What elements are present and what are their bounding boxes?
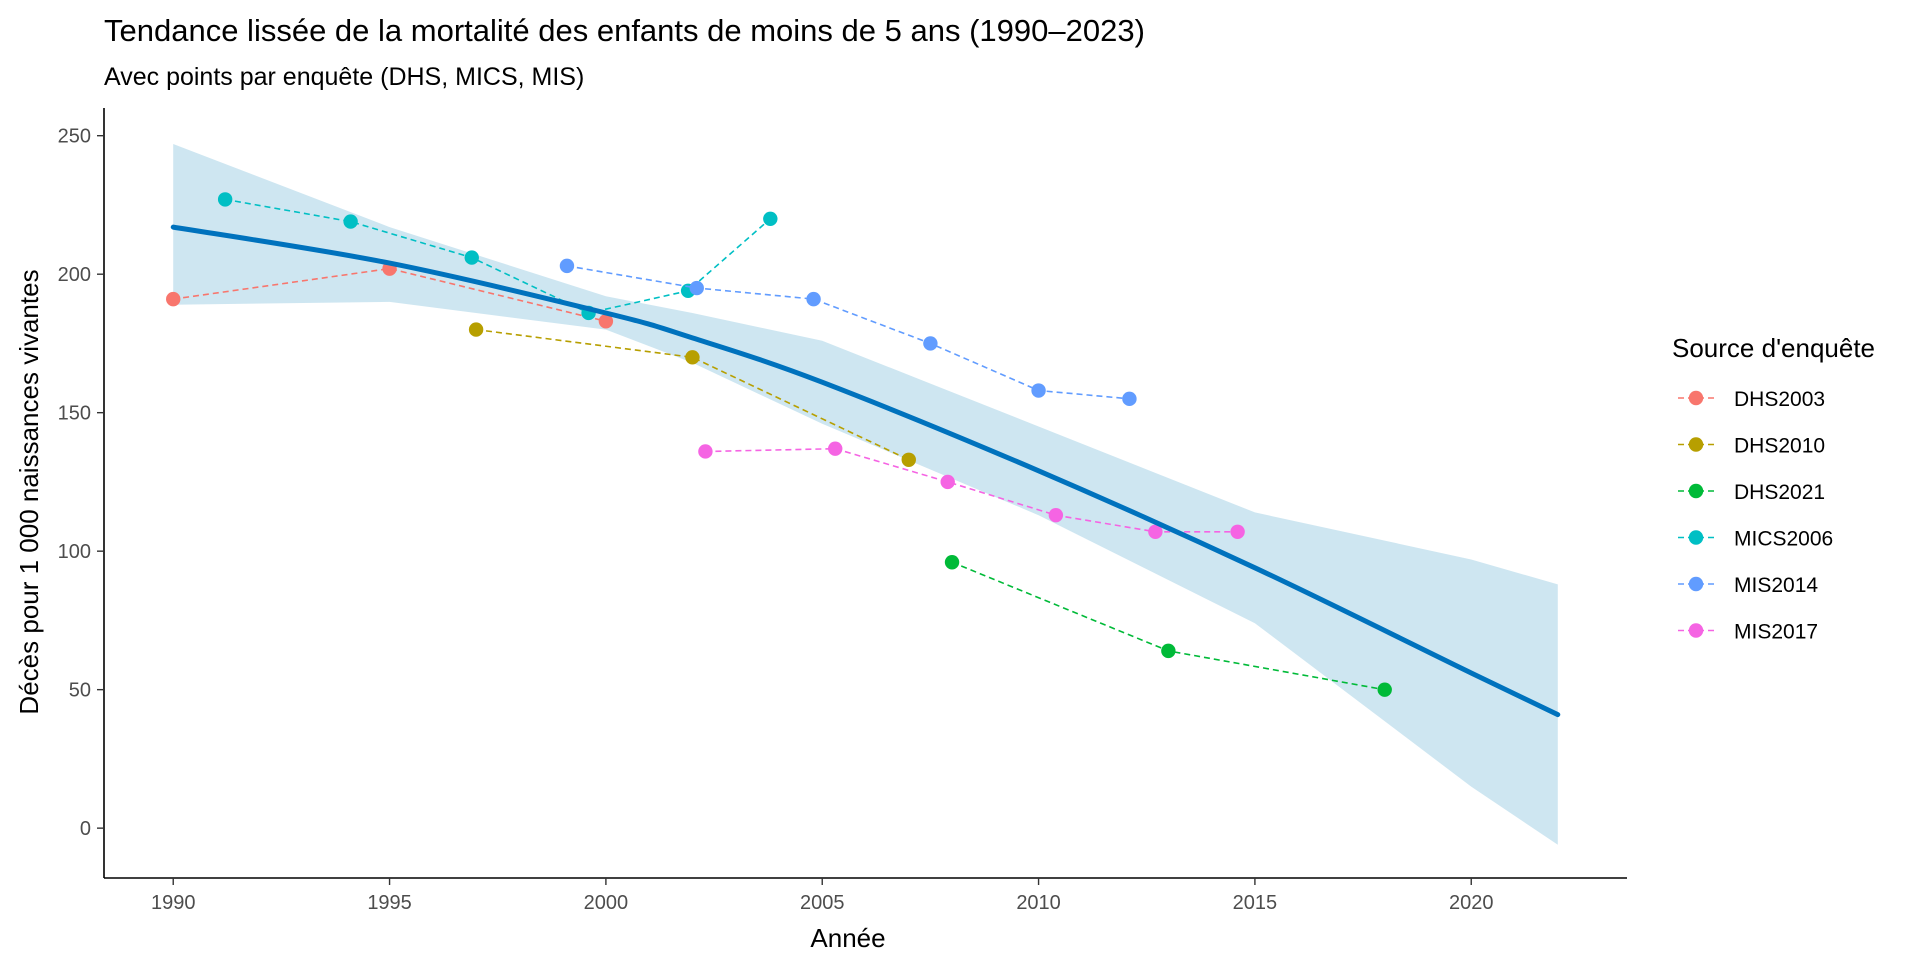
legend-key-point — [1688, 483, 1704, 499]
series-line — [566, 265, 1130, 400]
y-tick-label: 0 — [80, 818, 91, 840]
legend-key-point — [1688, 576, 1704, 592]
data-point — [1031, 383, 1046, 398]
data-point — [689, 280, 704, 296]
legend: Source d'enquête DHS2003 DHS2010 DHS2021 MI… — [1672, 333, 1875, 644]
x-tick-label: 1990 — [151, 892, 196, 914]
data-point — [1161, 643, 1176, 659]
confidence-band — [173, 144, 1558, 845]
data-point — [763, 211, 778, 226]
data-point — [1230, 524, 1245, 539]
legend-item-mis2014: MIS2014 — [1678, 574, 1818, 597]
series-mis2017 — [698, 441, 1245, 539]
legend-label: MICS2006 — [1734, 528, 1833, 551]
data-point — [698, 444, 713, 459]
legend-title: Source d'enquête — [1672, 333, 1875, 363]
y-tick-label: 250 — [58, 126, 91, 148]
legend-label: MIS2017 — [1734, 621, 1818, 644]
series-line — [475, 328, 910, 461]
legend-key-point — [1688, 390, 1704, 406]
x-axis-title: Année — [810, 923, 885, 953]
series-dhs2003 — [166, 261, 614, 329]
legend-key-point — [1688, 530, 1704, 545]
data-point — [923, 336, 938, 351]
series-line — [173, 267, 607, 323]
data-point — [940, 474, 955, 490]
chart-subtitle: Avec points par enquête (DHS, MICS, MIS) — [104, 63, 584, 91]
data-point — [598, 314, 614, 329]
y-tick-label: 150 — [58, 403, 91, 425]
legend-item-dhs2003: DHS2003 — [1678, 388, 1825, 411]
series-dhs2010 — [468, 322, 916, 467]
legend-label: DHS2010 — [1734, 435, 1825, 458]
data-point — [944, 555, 960, 570]
series-line — [224, 198, 771, 314]
y-axis-title: Décès pour 1 000 naissances vivantes — [14, 269, 44, 714]
series-dhs2021 — [944, 555, 1392, 697]
legend-key-point — [1688, 623, 1704, 638]
series-mics2006 — [217, 192, 778, 321]
legend-label: DHS2003 — [1734, 388, 1825, 411]
data-point — [343, 214, 358, 229]
data-point — [559, 258, 575, 274]
data-point — [685, 350, 700, 365]
trend-line — [170, 224, 1561, 718]
data-point — [1377, 682, 1392, 697]
series-line — [705, 447, 1238, 533]
legend-item-mics2006: MICS2006 — [1678, 528, 1833, 551]
data-point — [806, 291, 821, 307]
chart-title: Tendance lissée de la mortalité des enfa… — [104, 13, 1145, 48]
data-point — [217, 192, 233, 207]
plot-area — [166, 144, 1561, 845]
data-point — [464, 250, 479, 265]
legend-item-dhs2021: DHS2021 — [1678, 481, 1825, 504]
legend-item-dhs2010: DHS2010 — [1678, 435, 1825, 458]
data-point — [1148, 524, 1163, 539]
legend-label: MIS2014 — [1734, 574, 1818, 597]
data-point — [901, 452, 916, 467]
x-tick-label: 2000 — [584, 892, 629, 914]
legend-label: DHS2021 — [1734, 481, 1825, 504]
data-point — [1122, 391, 1137, 407]
y-tick-label: 200 — [58, 264, 91, 286]
axes: 1990 1995 2000 2005 2010 2015 2020 0 50 100 150 200… — [58, 108, 1627, 914]
data-point — [1048, 507, 1064, 523]
y-tick-label: 100 — [58, 541, 91, 563]
x-tick-label: 2005 — [800, 892, 845, 914]
y-tick-label: 50 — [69, 680, 91, 702]
x-tick-label: 2020 — [1449, 892, 1494, 914]
legend-item-mis2017: MIS2017 — [1678, 621, 1818, 644]
legend-key-point — [1688, 437, 1704, 452]
data-point — [468, 322, 484, 337]
x-tick-label: 2010 — [1016, 892, 1061, 914]
data-point — [828, 441, 843, 456]
x-tick-label: 1995 — [367, 892, 412, 914]
x-tick-label: 2015 — [1233, 892, 1278, 914]
series-mis2014 — [559, 258, 1137, 407]
data-point — [166, 291, 181, 307]
